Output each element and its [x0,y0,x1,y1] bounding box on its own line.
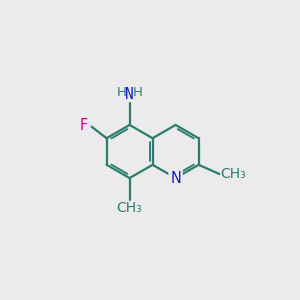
Text: N: N [125,87,134,102]
Text: N: N [170,171,181,186]
Text: CH₃: CH₃ [220,167,246,181]
Text: CH₃: CH₃ [117,201,142,215]
Text: F: F [80,118,88,134]
Text: H: H [133,86,142,99]
Text: H: H [117,86,126,99]
